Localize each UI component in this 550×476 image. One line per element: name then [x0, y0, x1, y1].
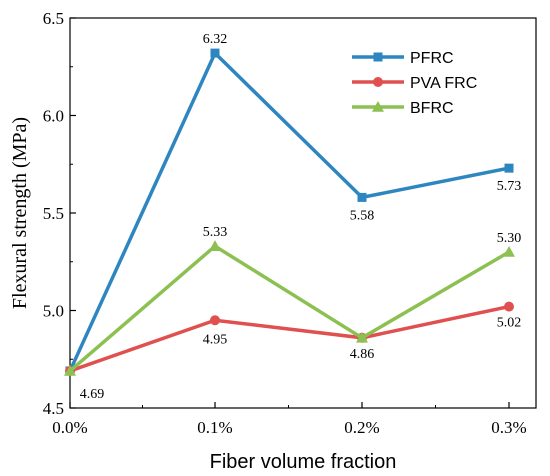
- legend-item-pva-frc: PVA FRC: [352, 75, 477, 92]
- x-tick-label: 0.3%: [491, 418, 526, 437]
- y-tick-label: 5.0: [43, 302, 64, 321]
- x-tick-label: 0.1%: [197, 418, 232, 437]
- series-line-pfrc: [68, 50, 510, 372]
- data-point-bfrc: [503, 246, 515, 257]
- series-line-bfrc: [68, 243, 510, 373]
- legend-label: PVA FRC: [410, 75, 477, 92]
- x-axis-ticks: 0.0% 0.1% 0.2% 0.3%: [52, 402, 527, 437]
- legend-swatch-marker: [373, 52, 383, 62]
- data-label: 4.86: [350, 347, 375, 362]
- data-point-pfrc: [210, 48, 220, 58]
- data-label: 5.33: [203, 225, 228, 240]
- series-pva-frc: [65, 301, 514, 376]
- data-point-bfrc: [356, 331, 368, 343]
- data-label: 5.30: [497, 231, 522, 246]
- series-bfrc: [64, 240, 515, 376]
- y-axis-title: Flexural strength (MPa): [9, 117, 31, 309]
- data-label: 5.73: [497, 179, 522, 194]
- legend-label: PFRC: [410, 50, 454, 67]
- data-label: 6.32: [203, 32, 228, 47]
- data-labels: 6.32 5.58 5.73 4.69 4.95 5.02 5.33 4.86 5.30: [80, 32, 522, 402]
- y-tick-label: 6.0: [43, 107, 64, 126]
- legend-item-pfrc: PFRC: [352, 50, 454, 67]
- x-axis-title: Fiber volume fraction: [210, 451, 397, 473]
- data-point-pfrc: [504, 163, 514, 173]
- legend-swatch-marker: [372, 101, 384, 112]
- series-layer: [64, 48, 515, 376]
- data-label: 5.02: [497, 316, 522, 331]
- data-point-pfrc: [357, 192, 367, 202]
- series-pfrc: [65, 48, 514, 376]
- legend-item-bfrc: BFRC: [352, 100, 454, 117]
- data-point-bfrc: [209, 240, 221, 251]
- y-tick-label: 4.5: [43, 399, 64, 418]
- x-tick-label: 0.2%: [344, 418, 379, 437]
- y-tick-label: 5.5: [43, 204, 64, 223]
- legend: PFRC PVA FRC BFRC: [352, 50, 477, 117]
- x-tick-label: 0.0%: [52, 418, 87, 437]
- data-point-bfrc: [64, 364, 76, 376]
- data-label: 4.95: [203, 332, 228, 347]
- data-point-pva-frc: [504, 301, 514, 312]
- series-line-pva-frc: [69, 304, 510, 373]
- y-tick-label: 6.5: [43, 9, 64, 28]
- legend-label: BFRC: [410, 100, 454, 117]
- data-point-pva-frc: [210, 315, 220, 326]
- legend-swatch-marker: [373, 77, 383, 87]
- data-label: 5.58: [350, 208, 375, 223]
- data-label: 4.69: [80, 387, 105, 402]
- y-axis-ticks: 4.5 5.0 5.5 6.0 6.5: [43, 9, 76, 418]
